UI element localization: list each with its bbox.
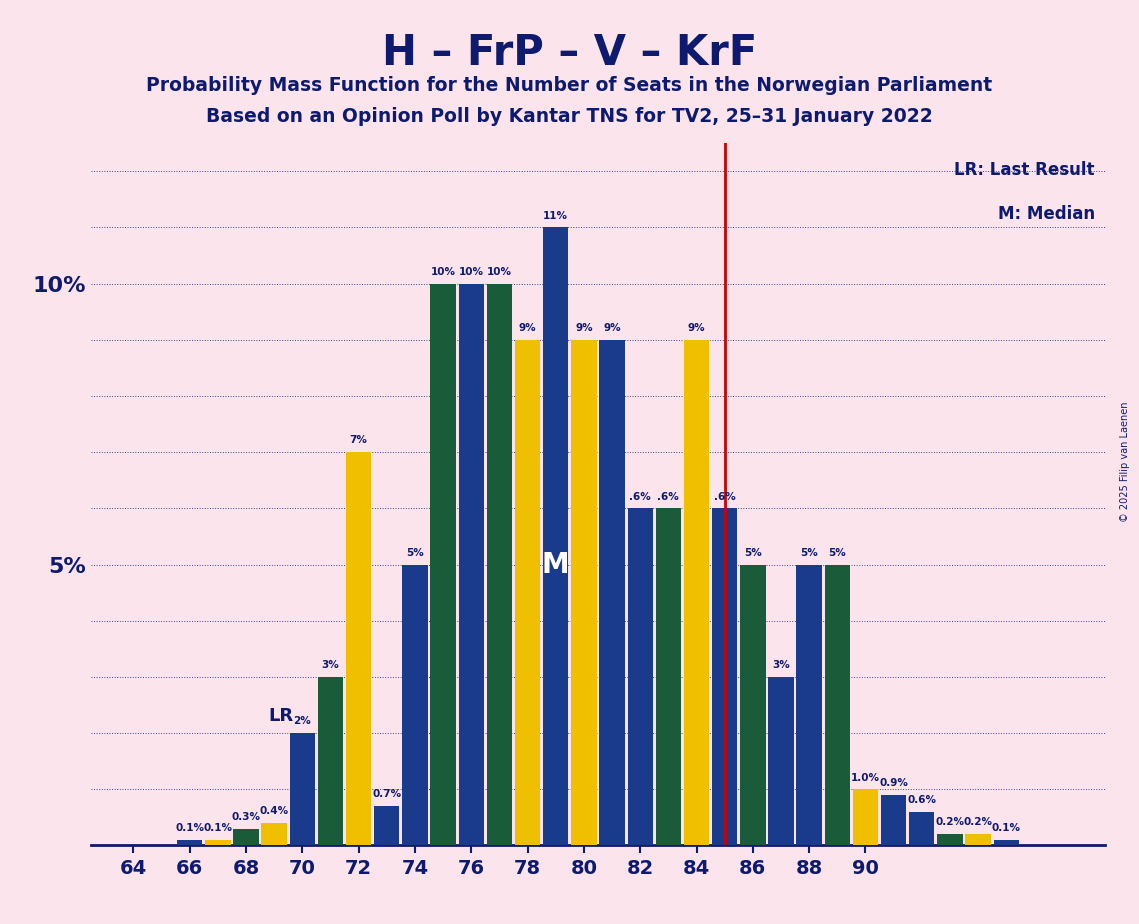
Bar [825, 565, 850, 845]
Bar [993, 840, 1019, 845]
Text: 5%: 5% [744, 548, 762, 558]
Text: 0.7%: 0.7% [372, 789, 401, 799]
Text: LR: Last Result: LR: Last Result [954, 161, 1095, 178]
Bar [937, 834, 962, 845]
Bar [262, 823, 287, 845]
Text: .6%: .6% [714, 492, 736, 502]
Text: .6%: .6% [630, 492, 652, 502]
Text: 0.9%: 0.9% [879, 778, 908, 788]
Bar [909, 812, 934, 845]
Text: 2%: 2% [294, 716, 311, 726]
Bar [966, 834, 991, 845]
Text: 5%: 5% [801, 548, 818, 558]
Bar [543, 227, 568, 845]
Bar [486, 284, 513, 845]
Text: 0.1%: 0.1% [204, 823, 232, 833]
Text: Based on an Opinion Poll by Kantar TNS for TV2, 25–31 January 2022: Based on an Opinion Poll by Kantar TNS f… [206, 107, 933, 127]
Bar [318, 677, 343, 845]
Bar [177, 840, 203, 845]
Bar [796, 565, 822, 845]
Text: H – FrP – V – KrF: H – FrP – V – KrF [382, 32, 757, 74]
Bar [233, 829, 259, 845]
Bar [880, 795, 907, 845]
Bar [515, 340, 540, 845]
Text: 9%: 9% [604, 323, 621, 334]
Text: 9%: 9% [518, 323, 536, 334]
Text: Probability Mass Function for the Number of Seats in the Norwegian Parliament: Probability Mass Function for the Number… [147, 76, 992, 95]
Text: 3%: 3% [321, 660, 339, 670]
Text: 9%: 9% [575, 323, 592, 334]
Text: M: Median: M: Median [998, 205, 1095, 223]
Bar [628, 508, 653, 845]
Bar [599, 340, 624, 845]
Bar [459, 284, 484, 845]
Bar [374, 806, 400, 845]
Bar [572, 340, 597, 845]
Text: LR: LR [269, 707, 294, 724]
Bar [769, 677, 794, 845]
Text: 0.2%: 0.2% [964, 818, 992, 828]
Text: 11%: 11% [543, 211, 568, 221]
Text: 0.6%: 0.6% [908, 795, 936, 805]
Text: 0.2%: 0.2% [935, 818, 965, 828]
Text: 10%: 10% [459, 267, 484, 277]
Text: 7%: 7% [350, 435, 368, 445]
Bar [431, 284, 456, 845]
Bar [740, 565, 765, 845]
Bar [205, 840, 230, 845]
Text: 10%: 10% [486, 267, 511, 277]
Text: 0.1%: 0.1% [992, 823, 1021, 833]
Bar [289, 733, 316, 845]
Bar [683, 340, 710, 845]
Text: 5%: 5% [407, 548, 424, 558]
Text: .6%: .6% [657, 492, 679, 502]
Text: 0.3%: 0.3% [231, 812, 261, 821]
Text: 9%: 9% [688, 323, 705, 334]
Text: 0.4%: 0.4% [260, 807, 288, 816]
Bar [712, 508, 737, 845]
Text: 3%: 3% [772, 660, 789, 670]
Text: 10%: 10% [431, 267, 456, 277]
Text: 0.1%: 0.1% [175, 823, 204, 833]
Bar [656, 508, 681, 845]
Text: 5%: 5% [828, 548, 846, 558]
Bar [402, 565, 427, 845]
Text: M: M [542, 551, 570, 578]
Text: 1.0%: 1.0% [851, 772, 880, 783]
Bar [346, 452, 371, 845]
Text: © 2025 Filip van Laenen: © 2025 Filip van Laenen [1121, 402, 1130, 522]
Bar [853, 789, 878, 845]
